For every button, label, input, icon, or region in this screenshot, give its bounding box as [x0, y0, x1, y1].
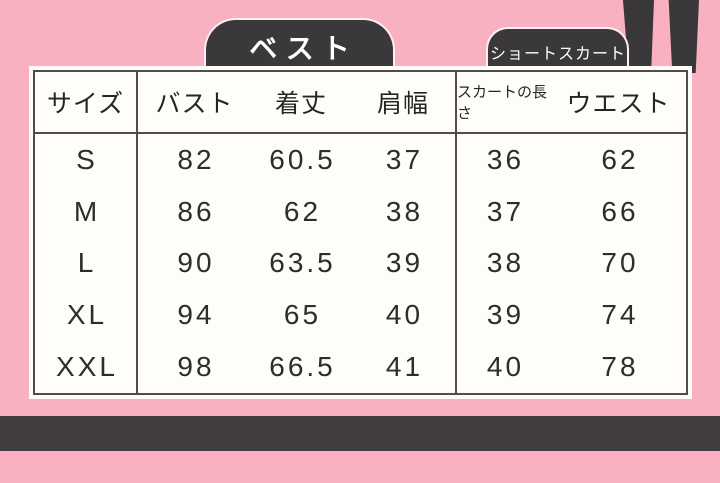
cell-length: 60.5 [269, 143, 336, 175]
cell-waist: 74 [601, 299, 639, 331]
cell-waist: 62 [601, 143, 639, 175]
cell-bust: 98 [177, 351, 215, 383]
cell-size: S [35, 134, 138, 186]
model-leg-right [668, 0, 699, 73]
cell-skirt-length: 39 [486, 299, 525, 331]
tab-vest-label: ベスト [249, 33, 358, 64]
cell-length: 63.5 [269, 247, 336, 279]
tab-short-skirt-label: ショートスカート [489, 45, 626, 63]
header-waist: ウエスト [566, 90, 671, 118]
cell-waist: 70 [601, 247, 639, 279]
size-chart: サイズ バスト 着丈 肩幅 スカートの長さ ウエスト S 82 60.5 37 … [29, 66, 692, 399]
bottom-divider-bar [0, 416, 720, 451]
cell-bust: 82 [177, 143, 215, 175]
cell-bust: 90 [177, 247, 215, 279]
cell-size: M [35, 185, 138, 238]
header-length: 着丈 [274, 90, 327, 118]
header-shoulder: 肩幅 [351, 72, 457, 132]
cell-skirt-length: 37 [486, 195, 525, 227]
cell-skirt-length: 36 [486, 143, 525, 175]
cell-size: XL [35, 289, 138, 342]
cell-waist: 78 [601, 351, 639, 383]
table-row-xxl: XXL 98 66.5 41 40 78 [35, 341, 686, 393]
header-bust: バスト [155, 90, 234, 118]
cell-shoulder: 37 [351, 134, 457, 186]
cell-shoulder: 41 [351, 341, 457, 393]
table-row-xl: XL 94 65 40 39 74 [35, 289, 686, 342]
size-chart-table: サイズ バスト 着丈 肩幅 スカートの長さ ウエスト S 82 60.5 37 … [33, 70, 688, 395]
cell-size: L [35, 237, 138, 290]
cell-bust: 94 [177, 299, 215, 331]
cell-length: 65 [283, 299, 322, 331]
cell-shoulder: 39 [351, 237, 457, 290]
size-chart-header-row: サイズ バスト 着丈 肩幅 スカートの長さ ウエスト [35, 72, 686, 134]
size-chart-body: S 82 60.5 37 36 62 M 86 62 38 37 66 L 90… [35, 134, 686, 393]
table-row-s: S 82 60.5 37 36 62 [35, 134, 686, 186]
cell-length: 62 [283, 195, 322, 227]
table-row-l: L 90 63.5 39 38 70 [35, 237, 686, 290]
tab-vest: ベスト [204, 18, 395, 74]
cell-waist: 66 [601, 195, 639, 227]
cell-length: 66.5 [269, 351, 336, 383]
header-skirt-length: スカートの長さ [457, 84, 548, 122]
cell-shoulder: 40 [351, 289, 457, 342]
header-size: サイズ [35, 72, 138, 132]
cell-size: XXL [35, 341, 138, 393]
cell-skirt-length: 38 [486, 247, 525, 279]
cell-shoulder: 38 [351, 185, 457, 238]
cell-bust: 86 [177, 195, 215, 227]
table-row-m: M 86 62 38 37 66 [35, 185, 686, 238]
cell-skirt-length: 40 [486, 351, 525, 383]
